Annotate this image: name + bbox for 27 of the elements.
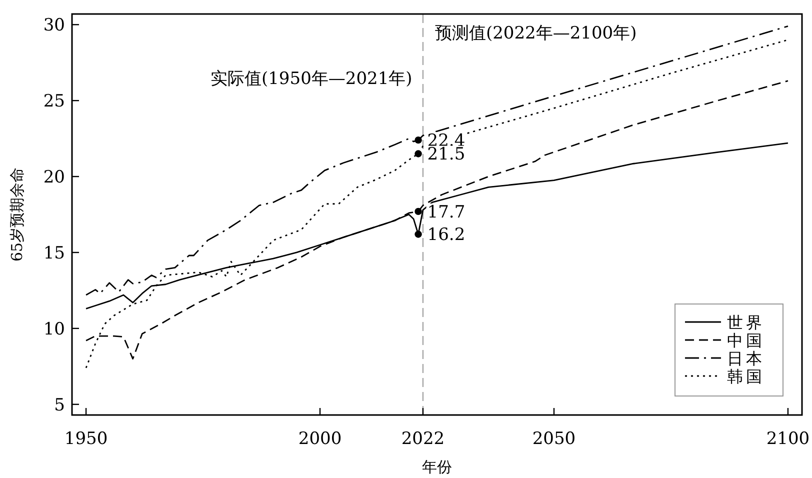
- x-tick-label: 2022: [401, 429, 445, 449]
- y-axis-title: 65岁预期余命: [8, 167, 26, 262]
- point: [414, 230, 422, 238]
- x-tick-label: 2100: [766, 429, 810, 449]
- legend-label: 日本: [727, 349, 765, 368]
- y-tick-label: 30: [43, 16, 65, 36]
- legend-label: 中国: [727, 331, 765, 350]
- y-tick-label: 15: [43, 243, 65, 264]
- data-label: 16.2: [427, 225, 466, 246]
- y-tick-label: 25: [43, 92, 65, 112]
- x-tick-label: 1950: [64, 429, 108, 449]
- line-series: [85, 39, 789, 369]
- point: [414, 208, 422, 216]
- point: [414, 136, 422, 144]
- x-tick-label: 2050: [532, 429, 576, 449]
- annotation: 实际值(1950年—2021年): [210, 68, 412, 89]
- annotation: 预测值(2022年—2100年): [434, 23, 637, 44]
- y-tick-label: 5: [54, 395, 65, 416]
- legend-label: 世界: [727, 313, 765, 332]
- line-series: [85, 25, 789, 296]
- y-tick-label: 10: [43, 319, 65, 340]
- x-tick-label: 2000: [298, 429, 342, 449]
- y-tick-label: 20: [43, 168, 65, 188]
- x-axis-title: 年份: [422, 458, 452, 476]
- legend-label: 韩国: [727, 367, 765, 386]
- point: [414, 150, 422, 158]
- data-label: 17.7: [427, 202, 466, 222]
